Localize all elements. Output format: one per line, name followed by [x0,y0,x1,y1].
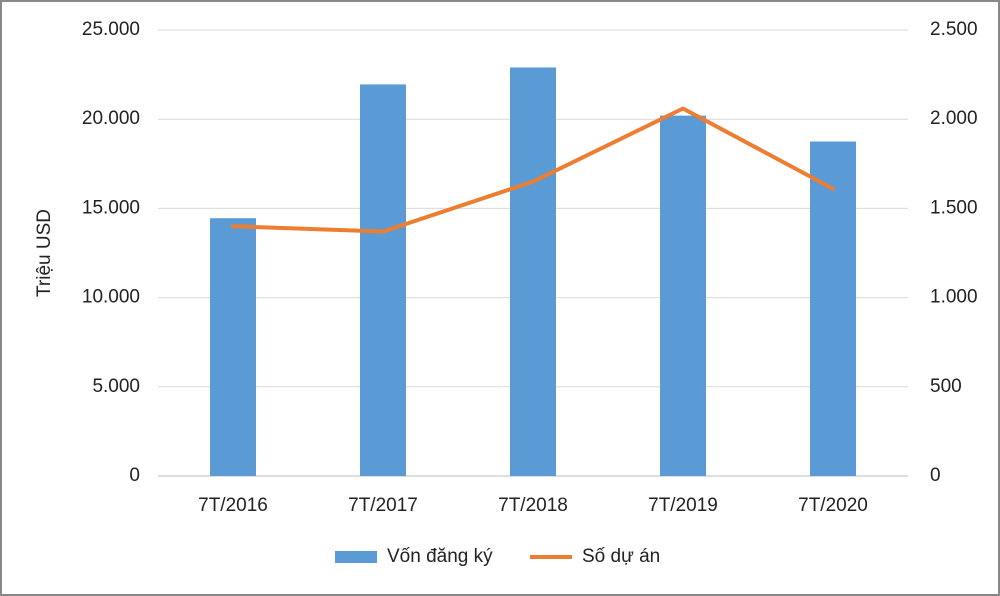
y2-tick-label: 500 [930,376,962,397]
bar [210,218,256,476]
line [231,106,835,234]
x-tick-label: 7T/2020 [798,495,868,516]
y2-tick-label: 1.000 [930,287,978,308]
y2-tick-label: 2.500 [930,19,978,40]
x-tick-label: 7T/2018 [498,495,568,516]
x-tick-label: 7T/2019 [648,495,718,516]
y2-tick-label: 1.500 [930,197,978,218]
y-tick-label: 15.000 [82,197,140,218]
y-tick-label: 5.000 [92,376,140,397]
legend-swatch [335,551,377,563]
x-tick-label: 7T/2016 [198,495,268,516]
x-tick-label: 7T/2017 [348,495,418,516]
y-tick-label: 10.000 [82,287,140,308]
y-tick-label: 25.000 [82,19,140,40]
bar [810,141,856,476]
y2-tick-label: 0 [930,465,941,486]
y-tick-label: 0 [129,465,140,486]
legend-label: Vốn đăng ký [387,546,493,567]
y2-tick-label: 2.000 [930,108,978,129]
bar [360,84,406,477]
bar [510,67,556,477]
legend-label: Số dự án [582,546,660,567]
bar [660,115,706,476]
y-tick-label: 20.000 [82,108,140,129]
y-axis-title: Triệu USD [34,209,55,297]
